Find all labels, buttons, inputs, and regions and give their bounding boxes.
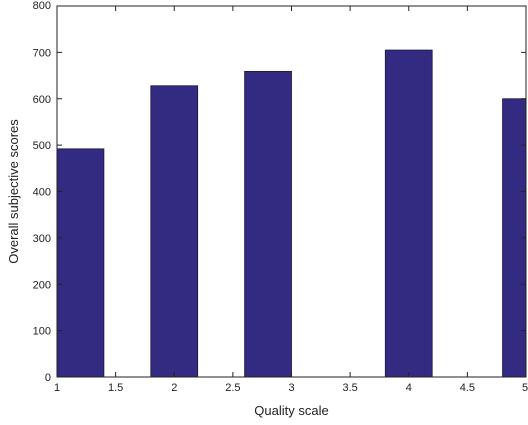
y-tick-label: 500: [33, 140, 51, 152]
x-tick-label: 5: [522, 382, 528, 394]
y-tick-label: 800: [33, 0, 51, 12]
bar-2: [150, 85, 199, 378]
x-tick-label: 2: [171, 382, 177, 394]
y-tick-label: 400: [33, 187, 51, 199]
x-tick-label: 3.5: [342, 382, 357, 394]
x-tick-label: 4.5: [460, 382, 475, 394]
ticks-group: 1 1.5 2 2.5 3 3.5 4 4.5 5 0 100 200 300 400 500 600 700 8…: [33, 0, 528, 394]
y-tick-label: 0: [45, 372, 51, 384]
y-tick-label: 300: [33, 233, 51, 245]
y-tick-label: 700: [33, 47, 51, 59]
y-tick-label: 100: [33, 326, 51, 338]
x-tick-label: 2.5: [225, 382, 240, 394]
bar-4: [384, 49, 433, 378]
x-tick-label: 1: [54, 382, 60, 394]
y-tick-label: 600: [33, 94, 51, 106]
bars-group: [56, 49, 527, 378]
x-tick-label: 1.5: [108, 382, 123, 394]
x-tick-label: 4: [406, 382, 412, 394]
x-tick-label: 3: [288, 382, 294, 394]
y-tick-label: 200: [33, 279, 51, 291]
bar-3: [244, 70, 292, 378]
y-axis-label: Overall subjective scores: [6, 119, 21, 264]
x-axis-label: Quality scale: [254, 403, 328, 418]
bar-1: [56, 148, 105, 378]
